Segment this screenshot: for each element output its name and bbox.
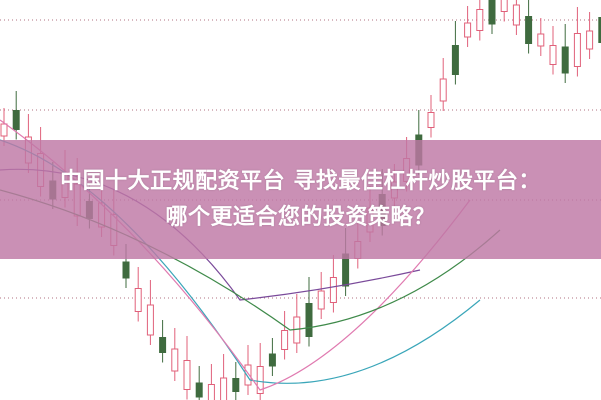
candle-body [464, 22, 472, 38]
candle-body [561, 46, 569, 74]
candle-body [525, 16, 533, 44]
candle-body [427, 112, 435, 128]
candle-body [329, 277, 337, 303]
candle-body [305, 303, 313, 337]
candle-body [268, 353, 276, 367]
candle-body [586, 30, 594, 50]
candle-body [500, 0, 508, 12]
candle-body [281, 330, 289, 350]
candle-body [159, 337, 167, 353]
candle-body [12, 110, 20, 130]
candle-body [220, 377, 228, 400]
candle-body [598, 17, 601, 43]
headline-banner: 中国十大正规配资平台 寻找最佳杠杆炒股平台： 哪个更适合您的投资策略？ [0, 140, 601, 259]
candle-body [439, 78, 447, 102]
headline-line-2: 哪个更适合您的投资策略？ [165, 204, 436, 230]
candle-body [256, 366, 264, 394]
candle-body [244, 364, 252, 386]
candle-body [146, 304, 154, 336]
candle-body [512, 4, 520, 26]
candle-body [488, 0, 496, 25]
candle-body [537, 33, 545, 47]
candle-body [134, 288, 142, 312]
candle-body [183, 360, 191, 390]
candle-body [207, 384, 215, 400]
candle-body [122, 261, 130, 279]
candle-body [195, 382, 203, 398]
candle-body [0, 123, 8, 137]
candle-body [317, 290, 325, 310]
candle-body [171, 348, 179, 372]
candle-body [476, 9, 484, 31]
headline-line-1: 中国十大正规配资平台 寻找最佳杠杆炒股平台： [60, 168, 541, 194]
candle-body [232, 378, 240, 392]
candle-body [451, 45, 459, 75]
candle-body [549, 45, 557, 65]
candle-body [573, 33, 581, 67]
